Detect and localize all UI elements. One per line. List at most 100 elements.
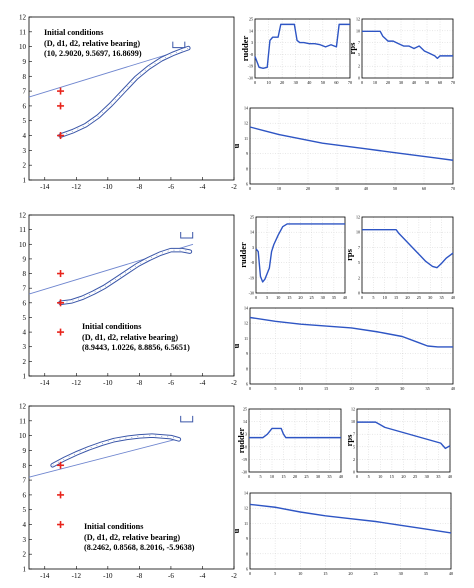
y-axis-label: rps [344,434,354,447]
x-tick-label: 20 [405,295,409,300]
y-tick-label: 14 [244,491,248,496]
x-tick-label: 30 [294,80,298,85]
x-tick-label: 5 [368,474,370,479]
x-tick-label: -14 [40,379,50,387]
y-tick-label: 0 [353,470,355,475]
x-tick-label: 40 [451,386,455,391]
x-tick-label: 35 [426,386,430,391]
annotation-line: (D, d1, d2, relative bearing) [84,532,181,542]
y-tick-label: 3 [23,343,27,351]
annotation-line: (10, 2.9020, 9.5697, 16.8699) [44,49,142,58]
x-tick-label: 25 [413,474,417,479]
x-tick-label: 25 [375,386,379,391]
x-tick-label: -6 [168,183,174,191]
x-tick-label: 20 [348,571,352,576]
y-tick-label: 12 [19,212,27,220]
y-tick-label: -30 [249,291,254,296]
y-tick-label: 3 [23,536,27,544]
y-tick-label: 11 [244,521,248,526]
y-tick-label: 1 [23,566,27,574]
x-tick-label: 30 [316,474,320,479]
y-tick-label: -8 [244,444,247,449]
y-tick-label: 3 [23,147,27,155]
series-line [255,223,345,283]
y-tick-label: 12 [244,506,248,511]
x-tick-label: 35 [424,571,428,576]
y-tick-label: 4 [23,329,27,337]
y-tick-label: 7 [23,285,27,293]
x-tick-label: 20 [298,295,302,300]
subplot-frame [249,492,452,570]
x-tick-label: 10 [277,186,281,191]
y-tick-label: 3 [245,432,247,437]
x-tick-label: 30 [321,295,325,300]
y-tick-label: 7 [358,245,360,250]
series-line [254,23,350,70]
bracket-icon [180,231,194,239]
y-tick-label: 10 [351,419,355,424]
y-tick-label: 7 [23,88,27,96]
y-tick-label: 7 [23,477,27,485]
ship-trajectory-hull-marks [60,249,190,304]
x-tick-label: -10 [103,572,113,580]
y-tick-label: 14 [244,306,248,311]
y-axis-label: rps [344,248,354,261]
y-tick-label: 6 [246,182,248,187]
y-tick-label: 11 [244,136,248,141]
ship-trajectory-hull-marks [52,435,179,466]
ship-trajectory-inner [59,248,192,305]
x-tick-label: -6 [168,379,174,387]
y-axis-label: rudder [240,36,250,62]
ship-trajectory-outline [58,247,193,306]
subplot-frame [249,307,454,385]
y-tick-label: 5 [23,506,27,514]
x-tick-label: 20 [401,474,405,479]
x-tick-label: 30 [335,186,339,191]
x-tick-label: 50 [321,80,325,85]
x-tick-label: 10 [378,474,382,479]
annotation-line: (8.9443, 1.0226, 8.8856, 6.5651) [82,343,190,352]
x-tick-label: 60 [334,80,338,85]
y-tick-label: 0 [358,291,360,296]
y-tick-label: 8 [246,166,248,171]
y-tick-label: 9 [246,536,248,541]
y-tick-label: 9 [246,151,248,156]
y-tick-label: 12 [351,407,355,412]
y-tick-label: 10 [19,241,27,249]
annotation-line: (8.2462, 0.8568, 8.2016, -5.9638) [84,543,195,552]
y-tick-label: 10 [19,432,27,440]
x-tick-label: 15 [323,571,327,576]
x-tick-label: 15 [390,474,394,479]
y-tick-label: 11 [19,226,26,234]
x-tick-label: 25 [374,571,378,576]
x-tick-label: 0 [255,295,257,300]
y-tick-label: -30 [248,76,253,81]
x-tick-label: 20 [293,474,297,479]
y-tick-label: 1 [23,373,27,381]
y-tick-label: 10 [356,230,360,235]
x-tick-label: 10 [298,571,302,576]
y-tick-label: 12 [356,17,360,22]
x-tick-label: 35 [327,474,331,479]
y-tick-label: -8 [251,260,254,265]
series-line [357,421,451,450]
y-tick-label: 2 [358,275,360,280]
initial-conditions-annotation: Initial conditions (D, d1, d2, relative … [84,522,195,554]
y-tick-label: 9 [23,255,27,263]
x-tick-label: -4 [200,183,206,191]
y-tick-label: 6 [246,567,248,572]
plot-frame [28,16,235,181]
y-tick-label: -19 [242,457,247,462]
x-tick-label: 15 [324,386,328,391]
x-tick-label: 40 [307,80,311,85]
x-tick-label: 20 [349,386,353,391]
annotation-line: Initial conditions [82,322,142,331]
x-tick-label: -2 [231,183,237,191]
x-tick-label: -6 [168,572,174,580]
x-tick-label: -14 [40,183,50,191]
y-tick-label: 7 [353,432,355,437]
y-tick-label: 5 [23,117,27,125]
x-tick-label: 0 [249,186,251,191]
y-tick-label: 14 [244,106,248,111]
